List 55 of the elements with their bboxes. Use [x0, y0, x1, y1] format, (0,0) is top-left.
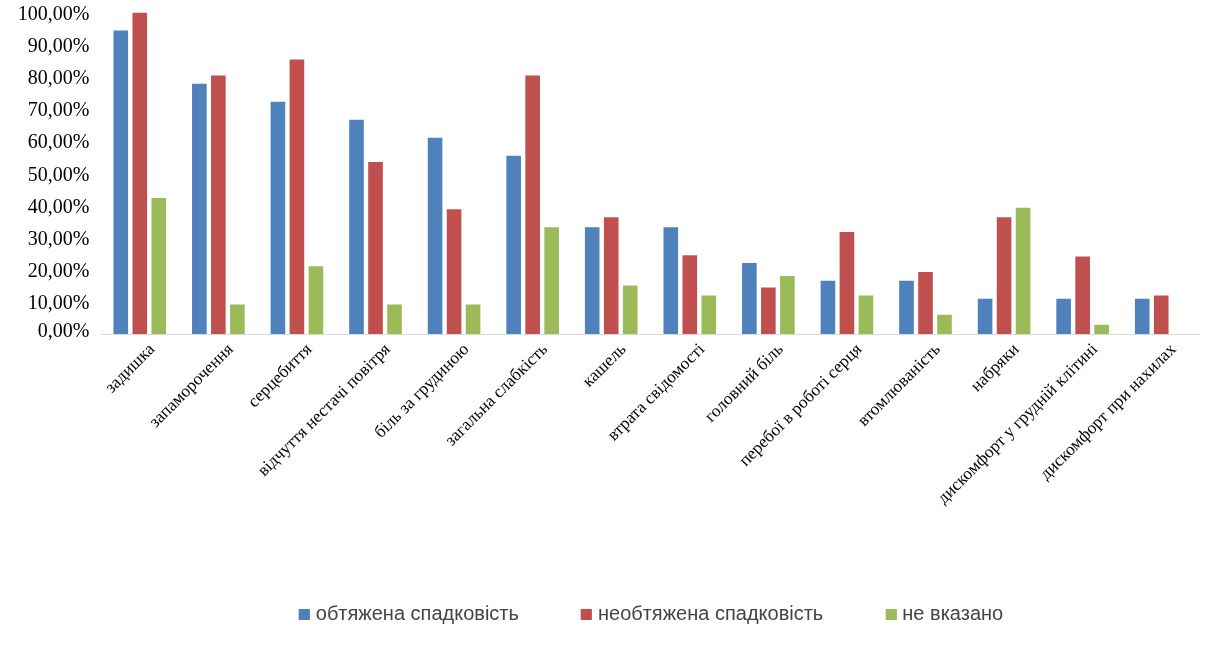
bar [1056, 298, 1071, 335]
y-tick-label: 100,00% [17, 1, 90, 24]
bar [622, 285, 638, 335]
y-tick-label: 60,00% [27, 130, 90, 153]
bar [1015, 207, 1031, 335]
bar [858, 295, 874, 335]
bar [387, 304, 402, 335]
bar [899, 280, 914, 335]
bar [151, 197, 167, 335]
bar [308, 266, 324, 335]
bar [192, 83, 207, 335]
bar [1134, 298, 1150, 335]
bar [742, 263, 757, 335]
bar [918, 272, 933, 335]
bar [839, 232, 855, 335]
bar [761, 287, 776, 335]
bar [1094, 324, 1109, 335]
bar [996, 217, 1012, 335]
bar [525, 75, 540, 335]
y-tick-label: 50,00% [27, 162, 90, 185]
bar [584, 227, 600, 335]
bar [663, 227, 679, 335]
bar [446, 209, 462, 335]
bar [113, 30, 129, 335]
legend-label: обтяжена спадковість [315, 602, 519, 625]
bar [682, 255, 698, 335]
y-tick-label: 10,00% [27, 291, 90, 314]
y-tick-label: 30,00% [27, 226, 90, 249]
y-tick-label: 40,00% [27, 194, 90, 217]
bar [289, 59, 305, 335]
y-tick-label: 90,00% [27, 33, 90, 56]
bar [368, 161, 383, 335]
bar [506, 155, 521, 335]
bar [211, 75, 226, 335]
y-tick-label: 80,00% [27, 65, 90, 88]
legend-label: необтяжена спадковість [597, 602, 824, 625]
y-tick-label: 0,00% [37, 318, 90, 341]
bar [427, 137, 443, 335]
bar [1153, 295, 1169, 335]
bar [465, 304, 481, 335]
bar [132, 12, 148, 335]
bar [701, 295, 717, 335]
bar [977, 298, 993, 335]
bar [820, 280, 836, 335]
bar [603, 217, 619, 335]
bar [937, 314, 952, 335]
bar [349, 119, 364, 335]
y-tick-label: 20,00% [27, 259, 90, 282]
y-tick-label: 70,00% [27, 98, 90, 121]
bar [544, 227, 559, 335]
bar [230, 304, 245, 335]
bar [270, 101, 286, 335]
bar [1075, 256, 1090, 335]
legend-label: не вказано [902, 602, 1004, 625]
bar [780, 275, 795, 335]
